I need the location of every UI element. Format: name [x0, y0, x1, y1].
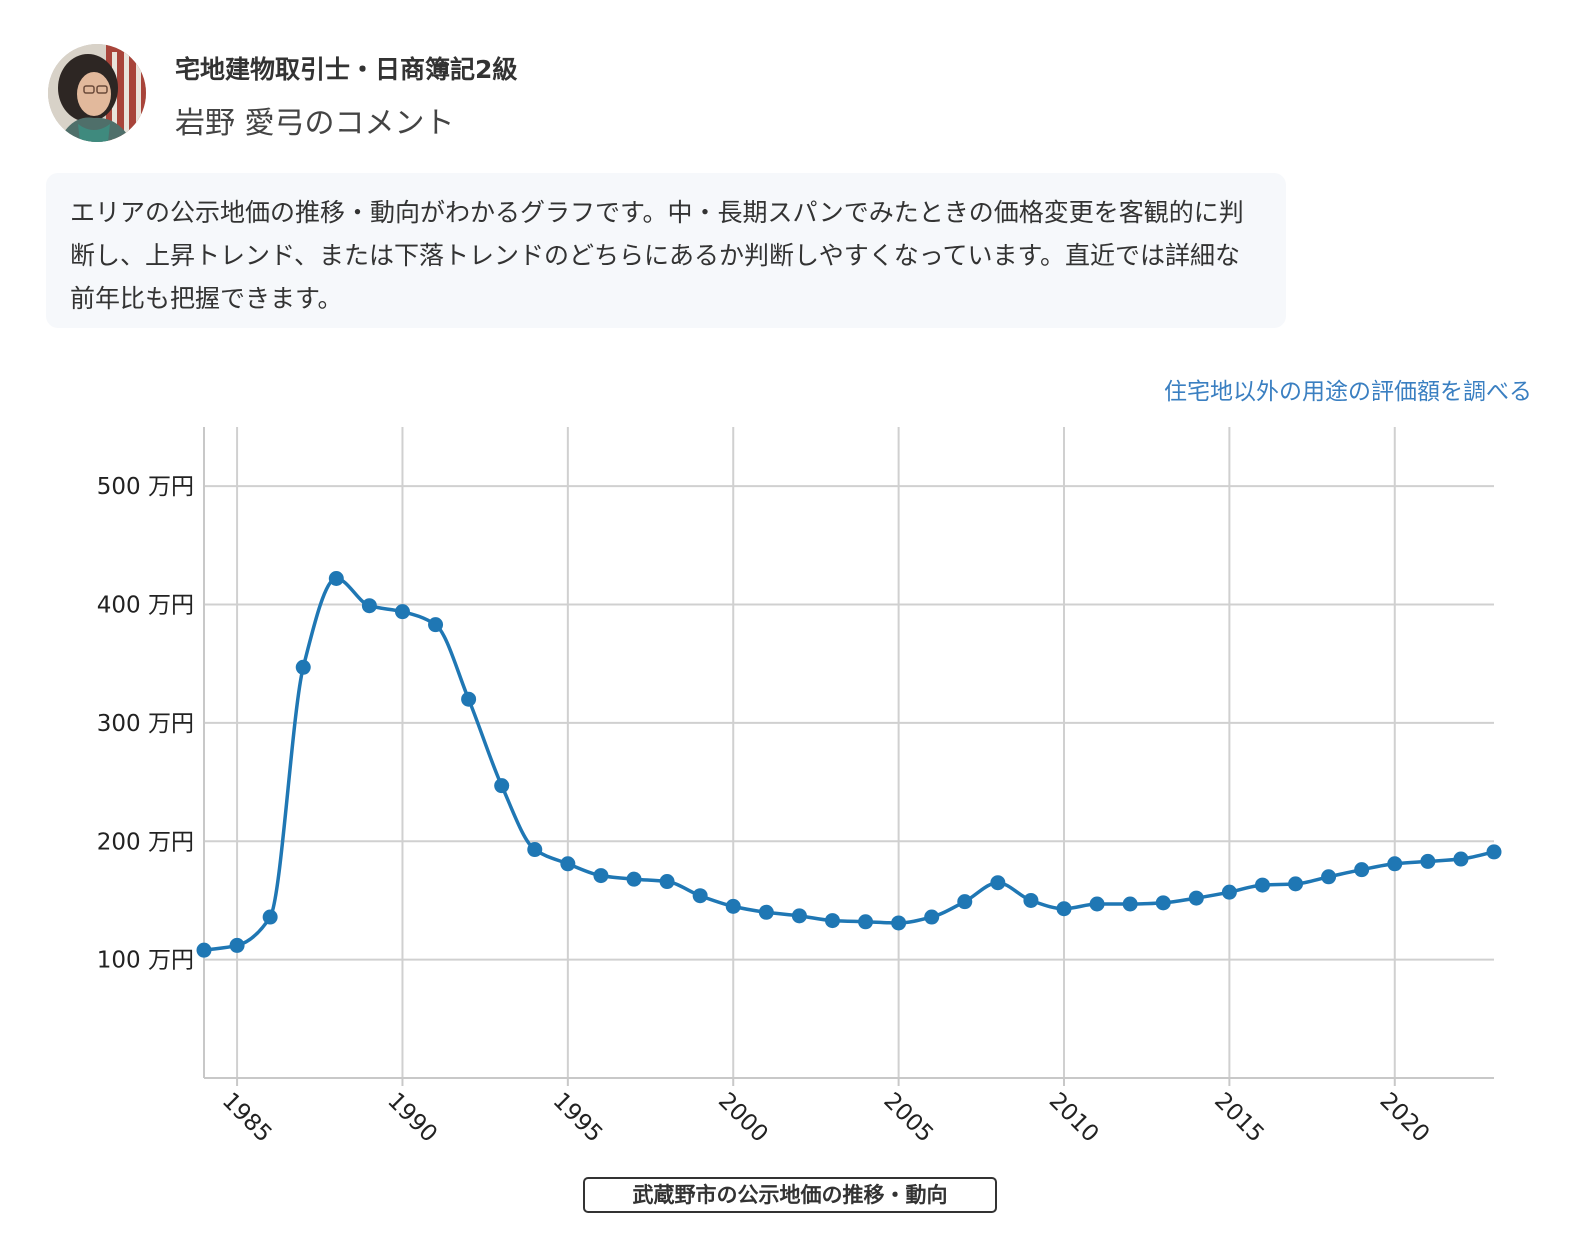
data-point-1985[interactable] — [229, 937, 245, 953]
author-qualification: 宅地建物取引士・日商簿記2級 — [175, 55, 518, 84]
data-point-1987[interactable] — [295, 659, 311, 675]
data-point-2000[interactable] — [725, 898, 741, 914]
y-tick-label: 200 万円 — [97, 829, 194, 855]
data-point-2015[interactable] — [1221, 884, 1237, 900]
x-tick-label: 1995 — [548, 1088, 608, 1148]
data-point-1999[interactable] — [692, 888, 708, 904]
data-point-2020[interactable] — [1387, 856, 1403, 872]
series-line — [203, 576, 1495, 952]
x-tick-label: 2010 — [1044, 1088, 1104, 1148]
chart-points — [196, 571, 1502, 958]
x-tick-label: 2020 — [1375, 1088, 1435, 1148]
y-tick-label: 100 万円 — [97, 948, 194, 974]
data-point-1988[interactable] — [328, 571, 344, 587]
land-price-chart: 1985 1990 1995 2000 2005 2010 2015 2020 100 万円 20… — [97, 427, 1502, 1148]
author-comment-heading: 岩野 愛弓のコメント — [175, 106, 455, 141]
other-usage-link[interactable]: 住宅地以外の用途の評価額を調べる — [1164, 379, 1532, 405]
author-avatar — [48, 44, 146, 142]
data-point-2013[interactable] — [1155, 895, 1171, 911]
y-tick-label: 500 万円 — [97, 474, 194, 500]
data-point-2006[interactable] — [924, 909, 940, 925]
data-point-2012[interactable] — [1122, 896, 1138, 912]
y-tick-label: 400 万円 — [97, 593, 194, 619]
data-point-2022[interactable] — [1453, 851, 1469, 867]
x-tick-label: 2015 — [1209, 1088, 1269, 1148]
data-point-1995[interactable] — [560, 856, 576, 872]
data-point-2007[interactable] — [957, 894, 973, 910]
data-point-1996[interactable] — [593, 868, 609, 884]
avatar-photo — [48, 44, 146, 142]
data-point-1997[interactable] — [626, 871, 642, 887]
data-point-2010[interactable] — [1056, 901, 1072, 917]
data-point-1984[interactable] — [196, 942, 212, 958]
data-point-2009[interactable] — [1023, 892, 1039, 908]
comment-box: エリアの公示地価の推移・動向がわかるグラフです。中・長期スパンでみたときの価格変… — [46, 173, 1286, 328]
data-point-2011[interactable] — [1089, 896, 1105, 912]
data-point-1993[interactable] — [494, 778, 510, 794]
data-point-2005[interactable] — [891, 915, 907, 931]
data-point-1990[interactable] — [394, 604, 410, 620]
data-point-2004[interactable] — [858, 914, 874, 930]
data-point-2001[interactable] — [758, 904, 774, 920]
y-tick-label: 300 万円 — [97, 711, 194, 737]
chart-title: 武蔵野市の公示地価の推移・動向 — [583, 1177, 997, 1213]
data-point-2014[interactable] — [1188, 890, 1204, 906]
chart-grid — [204, 427, 1494, 1078]
data-point-2002[interactable] — [791, 908, 807, 924]
chart-series-line-group — [203, 576, 1495, 952]
data-point-1989[interactable] — [361, 598, 377, 614]
data-point-2019[interactable] — [1354, 862, 1370, 878]
data-point-1991[interactable] — [428, 617, 444, 633]
data-point-2008[interactable] — [990, 875, 1006, 891]
data-point-2021[interactable] — [1420, 853, 1436, 869]
data-point-1994[interactable] — [527, 842, 543, 858]
comment-text: エリアの公示地価の推移・動向がわかるグラフです。中・長期スパンでみたときの価格変… — [70, 198, 1244, 313]
author-profile: 宅地建物取引士・日商簿記2級 岩野 愛弓のコメント — [48, 44, 948, 144]
data-point-2003[interactable] — [824, 913, 840, 929]
chart-tick-labels: 1985 1990 1995 2000 2005 2010 2015 2020 100 万円 20… — [97, 474, 1435, 1147]
data-point-1986[interactable] — [262, 909, 278, 925]
x-tick-label: 1990 — [382, 1088, 442, 1148]
chart-axes — [203, 427, 1494, 1086]
x-tick-label: 2005 — [878, 1088, 938, 1148]
data-point-1992[interactable] — [461, 691, 477, 707]
data-point-2023[interactable] — [1486, 844, 1502, 860]
x-tick-label: 1985 — [217, 1088, 277, 1148]
data-point-2016[interactable] — [1254, 877, 1270, 893]
data-point-2017[interactable] — [1288, 876, 1304, 892]
data-point-1998[interactable] — [659, 874, 675, 890]
x-tick-label: 2000 — [713, 1088, 773, 1148]
data-point-2018[interactable] — [1321, 869, 1337, 885]
